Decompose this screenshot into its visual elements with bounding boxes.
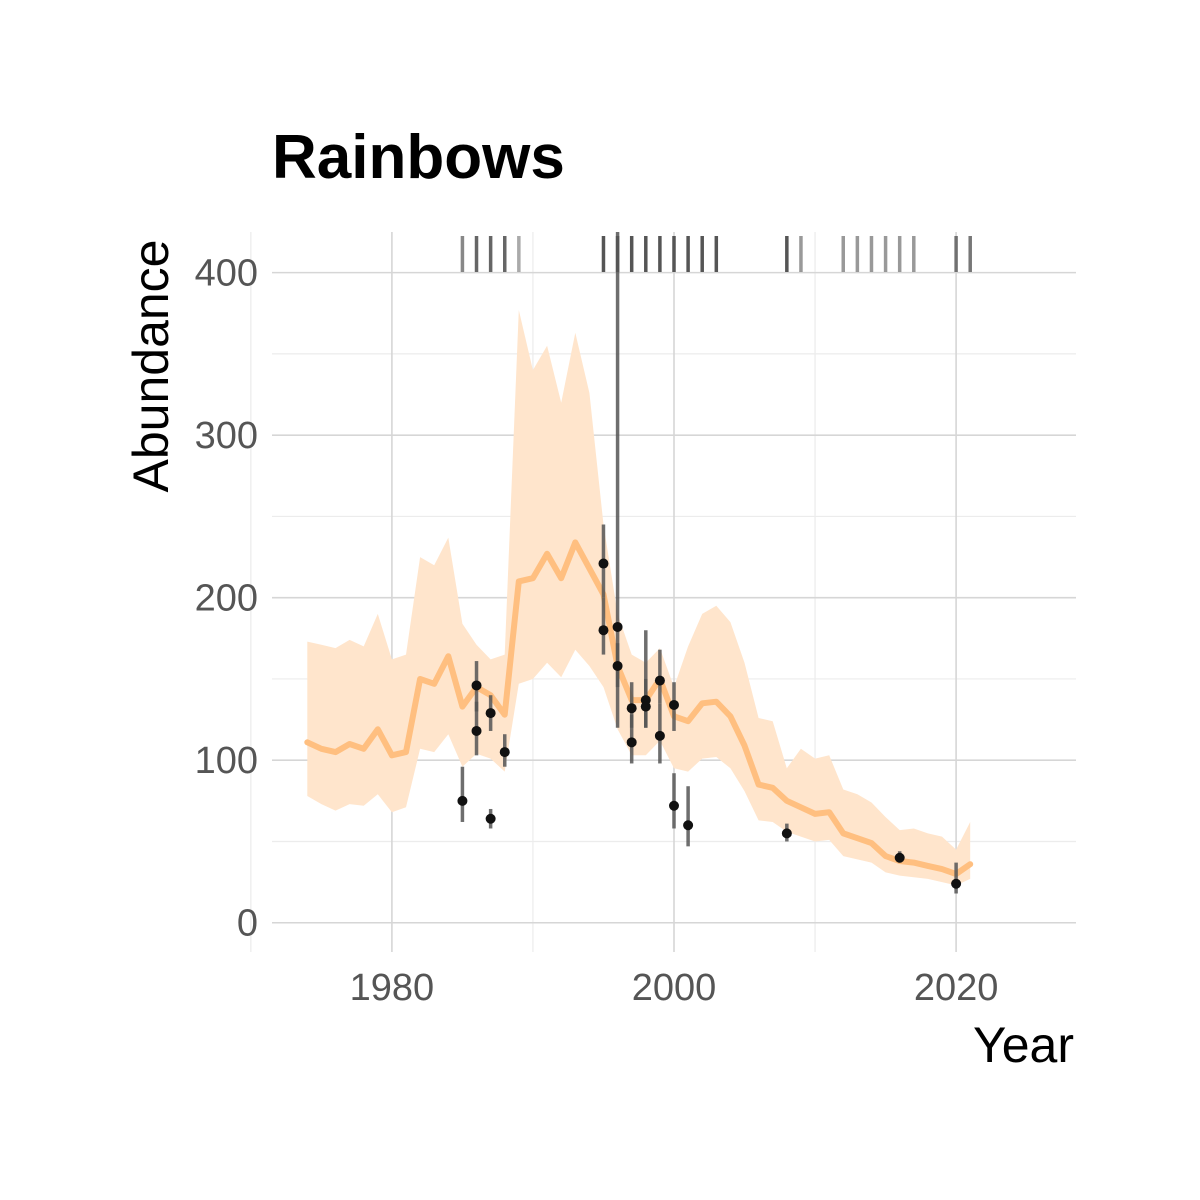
observation-point xyxy=(669,699,679,710)
observation-point xyxy=(654,675,665,686)
observation-point xyxy=(457,795,468,806)
observation-point xyxy=(669,800,679,811)
observation-point xyxy=(485,813,496,824)
y-tick-label: 0 xyxy=(237,903,258,945)
observation-point xyxy=(471,725,482,736)
confidence-ribbon-layer xyxy=(307,310,971,886)
observation-point-layer xyxy=(457,558,962,889)
observation-point xyxy=(683,820,694,831)
y-axis-ticks: 0 100 200 300 400 xyxy=(195,253,258,945)
observation-point xyxy=(894,852,905,863)
chart-title: Rainbows xyxy=(272,123,565,192)
observation-point xyxy=(781,828,792,839)
x-tick-label: 2020 xyxy=(914,967,999,1009)
observation-point xyxy=(951,878,962,889)
observation-point xyxy=(626,737,637,748)
observation-point xyxy=(654,730,665,741)
observation-point xyxy=(485,708,496,719)
observation-point xyxy=(471,680,482,691)
x-axis-ticks: 1980 2000 2020 xyxy=(350,967,999,1009)
y-axis-title: Abundance xyxy=(123,239,179,492)
observation-point xyxy=(640,701,651,712)
observation-point xyxy=(612,621,623,632)
y-tick-label: 300 xyxy=(195,415,258,457)
x-tick-label: 1980 xyxy=(350,967,435,1009)
observation-point xyxy=(499,747,510,758)
grid xyxy=(250,232,1076,952)
survey-year-rug xyxy=(460,236,972,272)
observation-point xyxy=(612,660,623,671)
x-tick-label: 2000 xyxy=(632,967,717,1009)
trend-line xyxy=(304,539,974,877)
observation-point xyxy=(626,703,637,714)
observation-point xyxy=(598,558,609,569)
trend-line-layer xyxy=(304,539,974,877)
y-tick-label: 400 xyxy=(195,253,258,295)
observation-point xyxy=(598,625,609,636)
x-axis-title: Year xyxy=(973,1017,1074,1073)
y-tick-label: 100 xyxy=(195,740,258,782)
y-tick-label: 200 xyxy=(195,578,258,620)
confidence-ribbon xyxy=(307,310,971,886)
